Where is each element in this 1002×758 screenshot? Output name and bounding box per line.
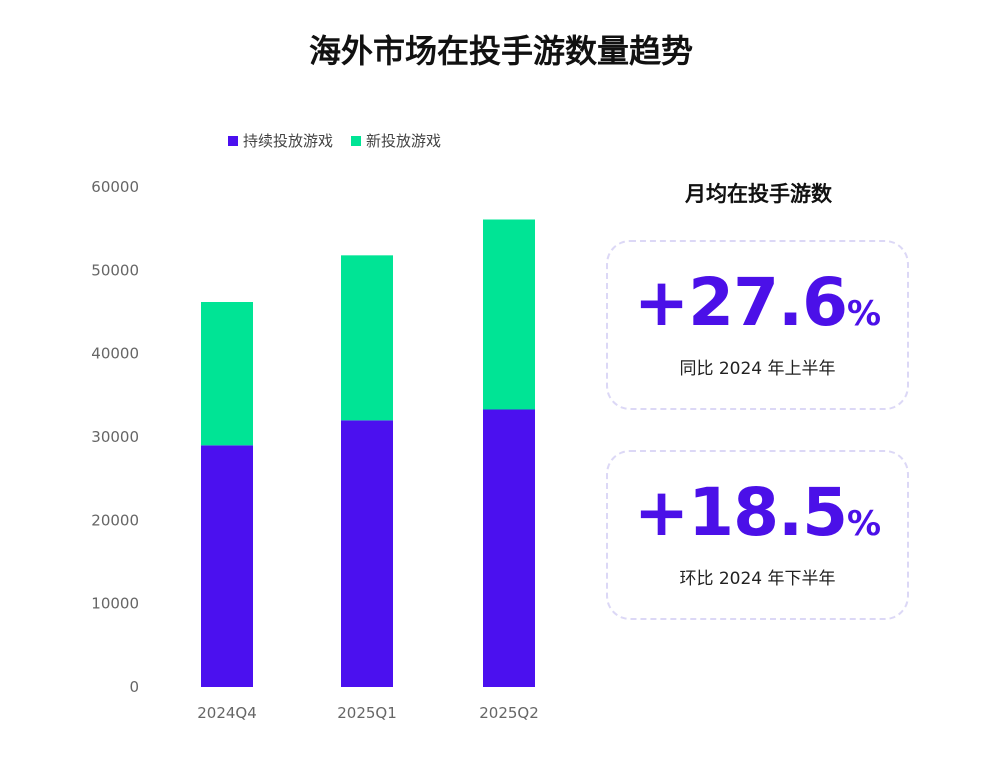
chart-legend: 持续投放游戏 新投放游戏 xyxy=(228,130,459,151)
legend-item-new: 新投放游戏 xyxy=(351,130,441,151)
stat-unit-yoy: % xyxy=(847,294,882,334)
y-tick-label: 50000 xyxy=(91,261,139,279)
legend-swatch-new xyxy=(351,135,362,146)
stat-number-qoq: +18.5 xyxy=(633,474,848,551)
stacked-bar-chart: 0 10000 20000 30000 40000 50000 60000 2024Q4 202… xyxy=(91,178,539,722)
x-tick-label: 2025Q2 xyxy=(479,704,539,722)
bar-segment-continuing xyxy=(483,409,535,687)
legend-label-new: 新投放游戏 xyxy=(366,132,442,150)
y-tick-label: 10000 xyxy=(91,595,139,613)
legend-item-continuing: 持续投放游戏 xyxy=(228,130,333,151)
stat-card-qoq: +18.5% 环比 2024 年下半年 xyxy=(606,450,909,620)
y-tick-label: 60000 xyxy=(91,178,139,196)
y-tick-label: 30000 xyxy=(91,428,139,446)
stat-number-yoy: +27.6 xyxy=(633,264,848,341)
x-tick-label: 2025Q1 xyxy=(337,704,397,722)
stat-caption-qoq: 环比 2024 年下半年 xyxy=(679,569,836,589)
stat-unit-qoq: % xyxy=(847,504,882,544)
x-tick-label: 2024Q4 xyxy=(197,704,257,722)
legend-swatch-continuing xyxy=(228,135,238,146)
bar-segment-continuing xyxy=(201,445,253,687)
chart-title: 海外市场在投手游数量趋势 xyxy=(308,32,693,70)
bar-segment-new xyxy=(201,302,253,446)
legend-label-continuing: 持续投放游戏 xyxy=(243,132,334,150)
bar-segment-continuing xyxy=(341,420,393,687)
stats-panel-title: 月均在投手游数 xyxy=(685,182,832,206)
bar-segment-new xyxy=(341,255,393,421)
y-tick-label: 40000 xyxy=(91,345,139,363)
bar-segment-new xyxy=(483,219,535,410)
y-tick-label: 0 xyxy=(129,678,139,696)
stat-value-qoq: +18.5% xyxy=(608,474,907,552)
y-tick-label: 20000 xyxy=(91,511,139,529)
stat-value-yoy: +27.6% xyxy=(608,264,907,342)
stat-caption-yoy: 同比 2024 年上半年 xyxy=(679,359,836,379)
stat-card-yoy: +27.6% 同比 2024 年上半年 xyxy=(606,240,909,410)
